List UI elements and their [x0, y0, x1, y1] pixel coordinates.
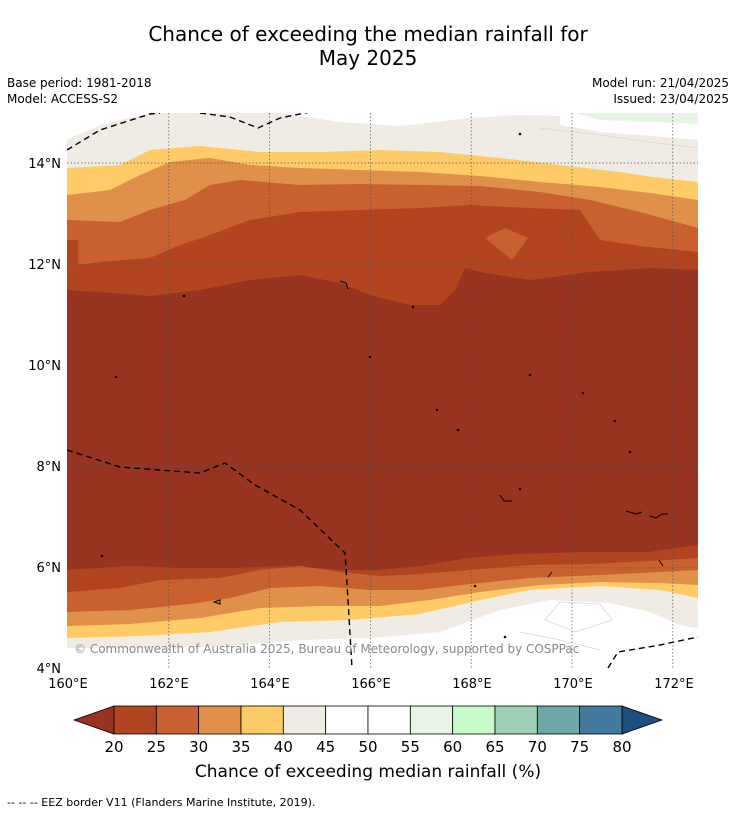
- top-green-patch: [575, 113, 698, 124]
- contour-line: [544, 601, 613, 633]
- colorbar-segment: [325, 705, 369, 735]
- lat-label: 14°N: [28, 157, 61, 172]
- meta-left: Base period: 1981-2018 Model: ACCESS-S2: [7, 75, 152, 107]
- rainfall-field: © Commonwealth of Australia 2025, Bureau…: [67, 113, 698, 668]
- lat-label: 6°N: [37, 561, 62, 576]
- meta-right: Model run: 21/04/2025 Issued: 23/04/2025: [592, 75, 729, 107]
- base-period: Base period: 1981-2018: [7, 76, 152, 90]
- band-25-30-patch: [485, 228, 528, 260]
- band-45-55-south: [67, 600, 698, 668]
- contour-line: [519, 631, 601, 651]
- colorbar-tick-label: 25: [147, 738, 166, 756]
- colorbar-tick-label: 40: [274, 738, 293, 756]
- longitude-labels: 160°E 162°E 164°E 166°E 168°E 170°E 172°…: [48, 677, 694, 692]
- model-run: Model run: 21/04/2025: [591, 76, 729, 90]
- islands: [100, 132, 668, 639]
- issued-date: Issued: 23/04/2025: [613, 92, 729, 106]
- colorbar-tick-label: 35: [231, 738, 250, 756]
- colorbar-segment: [494, 705, 538, 735]
- colorbar-segment: [452, 705, 496, 735]
- eez-legend-note: -- -- -- EEZ border V11 (Flanders Marine…: [7, 796, 316, 809]
- lon-label: 162°E: [149, 677, 189, 692]
- model-name: Model: ACCESS-S2: [7, 92, 119, 106]
- colorbar-segment: [155, 705, 200, 735]
- colorbar-tick-label: 65: [485, 738, 504, 756]
- lon-label: 170°E: [553, 677, 593, 692]
- lon-label: 164°E: [250, 677, 290, 692]
- colorbar-over-arrow: [621, 705, 664, 735]
- chart-title: Chance of exceeding the median rainfall …: [0, 22, 736, 70]
- colorbar-tick-label: 45: [316, 738, 335, 756]
- colorbar-segment: [579, 705, 623, 735]
- colorbar-tick-label: 30: [189, 738, 208, 756]
- lat-label: 8°N: [37, 460, 62, 475]
- colorbar-segment: [240, 705, 284, 735]
- colorbar-under-arrow: [72, 705, 115, 735]
- lat-label: 10°N: [28, 359, 61, 374]
- colorbar-segment: [113, 705, 157, 735]
- band-below-20-core: [67, 268, 698, 570]
- lon-label: 160°E: [48, 677, 88, 692]
- colorbar-tick-label: 80: [612, 738, 631, 756]
- colorbar: 20 25 30 35 40 45 50 55 60 65 70 75 80: [72, 705, 664, 756]
- colorbar-segment: [409, 705, 454, 735]
- title-line-1: Chance of exceeding the median rainfall …: [148, 22, 588, 46]
- longitude-gridlines: [168, 113, 674, 668]
- colorbar-segment: [367, 705, 411, 735]
- colorbar-tick-label: 70: [528, 738, 547, 756]
- colorbar-tick-label: 50: [358, 738, 377, 756]
- colorbar-tick-label: 60: [443, 738, 462, 756]
- colorbar-segment: [282, 705, 327, 735]
- lat-label: 4°N: [37, 662, 62, 677]
- title-line-2: May 2025: [318, 46, 418, 70]
- colorbar-tick-label: 75: [570, 738, 589, 756]
- lon-label: 168°E: [452, 677, 492, 692]
- colorbar-title: Chance of exceeding median rainfall (%): [194, 762, 542, 782]
- latitude-labels: 4°N 6°N 8°N 10°N 12°N 14°N: [28, 157, 61, 677]
- latitude-gridlines: [67, 162, 698, 569]
- lat-label: 12°N: [28, 258, 61, 273]
- colorbar-tick-label: 55: [401, 738, 420, 756]
- copyright-watermark: © Commonwealth of Australia 2025, Bureau…: [74, 642, 579, 656]
- colorbar-tick-label: 20: [104, 738, 123, 756]
- lon-label: 166°E: [351, 677, 391, 692]
- contour-line: [539, 127, 698, 149]
- eez-borders: [67, 113, 698, 668]
- colorbar-segment: [198, 705, 242, 735]
- colorbar-segment: [536, 705, 581, 735]
- lon-label: 172°E: [654, 677, 694, 692]
